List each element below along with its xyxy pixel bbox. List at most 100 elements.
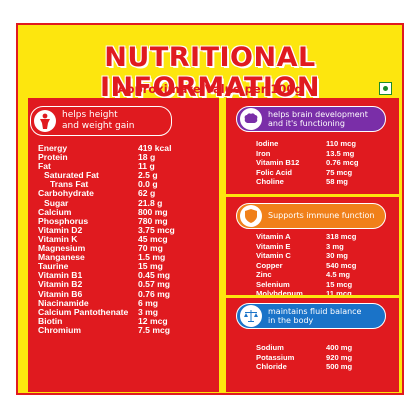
nutrient-name: Carbohydrate	[38, 188, 94, 199]
nutrient-value: 11 mcg	[326, 289, 352, 298]
nutrient-row: Phosphorus 780 mg	[38, 215, 213, 226]
nutrient-row: Manganese 1.5 mg	[38, 252, 213, 263]
nutrient-name: Zinc	[256, 270, 272, 279]
nutrient-name: Protein	[38, 152, 68, 163]
nutrient-row: Sugar 21.8 g	[38, 197, 213, 208]
nutrient-value: 18 g	[138, 152, 156, 163]
shield-icon	[240, 205, 262, 227]
immune-badge: Supports immune function	[236, 203, 386, 229]
nutrient-row: Vitamin A 318 mcg	[256, 232, 396, 242]
height-weight-label: helps height and weight gain	[62, 110, 135, 131]
height-weight-section: helps height and weight gain Energy 419 k…	[28, 98, 219, 392]
nutrient-row: Niacinamide 6 mg	[38, 297, 213, 308]
nutrient-name: Biotin	[38, 315, 63, 326]
nutrient-name: Calcium	[38, 206, 72, 217]
child-growth-icon	[34, 110, 56, 132]
nutrient-row: Vitamin E 3 mg	[256, 242, 396, 252]
nutrient-value: 21.8 g	[138, 197, 163, 208]
nutrient-value: 1.5 mg	[138, 252, 166, 263]
nutrient-name: Manganese	[38, 252, 85, 263]
nutrient-value: 15 mcg	[326, 279, 353, 289]
nutrient-value: 0.0 g	[138, 179, 158, 190]
nutrient-row: Vitamin B1 0.45 mg	[38, 271, 213, 280]
nutrient-value: 3 mg	[326, 241, 344, 251]
nutrient-row: Vitamin B6 0.76 mg	[38, 288, 213, 299]
nutrient-name: Phosphorus	[38, 215, 89, 226]
nutrient-value: 3.75 mcg	[138, 224, 175, 235]
nutrient-name: Magnesium	[38, 243, 86, 254]
brain-icon	[240, 108, 262, 130]
nutrient-row: Copper 540 mcg	[256, 261, 396, 271]
nutrient-row: Vitamin D2 3.75 mcg	[38, 224, 213, 235]
nutrient-value: 0.76 mcg	[326, 158, 359, 167]
nutrient-value: 2.5 g	[138, 170, 158, 181]
nutrient-row: Vitamin B12 0.76 mcg	[256, 158, 396, 168]
nutrient-value: 780 mg	[138, 215, 168, 226]
nutrient-row: Calcium Pantothenate 3 mg	[38, 306, 213, 317]
nutrient-name: Chloride	[256, 362, 287, 371]
nutrient-name: Copper	[256, 260, 283, 270]
nutrient-name: Saturated Fat	[44, 170, 99, 181]
nutrient-row: Magnesium 70 mg	[38, 243, 213, 254]
nutrient-name: Vitamin B6	[38, 288, 83, 299]
nutrient-row: Vitamin K 45 mcg	[38, 233, 213, 244]
section-divider	[226, 194, 399, 197]
nutrient-row: Chloride 500 mg	[256, 362, 396, 372]
nutrient-value: 6 mg	[138, 297, 159, 308]
nutrient-value: 800 mg	[138, 206, 168, 217]
nutrient-row: Calcium 800 mg	[38, 206, 213, 217]
nutrient-value: 11 g	[138, 161, 155, 172]
immune-table: Vitamin A 318 mcg Vitamin E 3 mg Vitamin C 30…	[256, 232, 396, 299]
brain-label: helps brain development and it's functio…	[268, 109, 368, 129]
nutrient-row: Iron 13.5 mg	[256, 149, 396, 159]
nutrient-name: Calcium Pantothenate	[38, 306, 129, 317]
nutrient-row: Biotin 12 mcg	[38, 315, 213, 326]
balance-scale-icon	[240, 305, 262, 327]
nutrient-row: Molybdenum 11 mcg	[256, 289, 396, 299]
nutrient-name: Vitamin B1	[38, 270, 83, 281]
nutrient-row: Zinc 4.5 mg	[256, 270, 396, 280]
nutrient-value: 0.76 mg	[138, 288, 171, 299]
nutrient-name: Vitamin A	[256, 232, 291, 241]
nutrient-name: Sugar	[44, 197, 69, 208]
nutrient-value: 540 mcg	[326, 260, 357, 270]
nutrient-name: Vitamin C	[256, 251, 291, 260]
nutrient-value: 62 g	[138, 188, 156, 199]
nutrient-value: 7.5 mcg	[138, 324, 171, 335]
nutrient-name: Vitamin K	[38, 233, 78, 244]
nutrient-value: 500 mg	[326, 362, 353, 371]
nutrient-value: 419 kcal	[138, 143, 172, 153]
nutrient-name: Molybdenum	[256, 289, 303, 298]
nutrient-row: Folic Acid 75 mcg	[256, 168, 396, 178]
nutrient-row: Iodine 110 mcg	[256, 139, 396, 149]
nutrient-value: 920 mg	[326, 352, 353, 362]
fluid-label: maintains fluid balance in the body	[268, 306, 362, 326]
nutrient-name: Energy	[38, 143, 68, 153]
nutrient-value: 12 mcg	[138, 315, 168, 326]
nutrient-value: 0.45 mg	[138, 270, 171, 281]
nutrient-name: Fat	[38, 161, 51, 172]
nutrient-name: Vitamin E	[256, 241, 291, 251]
nutrient-row: Fat 11 g	[38, 161, 213, 172]
nutrient-value: 400 mg	[326, 343, 353, 352]
nutrient-row: Trans Fat 0.0 g	[38, 180, 213, 189]
nutrient-name: Vitamin D2	[38, 224, 83, 235]
nutrient-value: 4.5 mg	[326, 270, 351, 279]
nutrient-value: 45 mcg	[138, 233, 168, 244]
section-divider	[226, 295, 399, 298]
nutrient-value: 0.57 mg	[138, 279, 171, 290]
fluid-table: Sodium 400 mg Potassium 920 mg Chloride 500 m…	[256, 343, 396, 372]
nutrient-value: 110 mcg	[326, 139, 356, 148]
page-title: NUTRITIONAL INFORMATION	[99, 42, 320, 103]
nutrient-row: Selenium 15 mcg	[256, 280, 396, 290]
height-weight-badge: helps height and weight gain	[30, 106, 172, 136]
nutrient-name: Folic Acid	[256, 167, 293, 177]
nutrient-row: Taurine 15 mg	[38, 262, 213, 271]
nutrient-name: Trans Fat	[50, 179, 89, 190]
brain-table: Iodine 110 mcg Iron 13.5 mg Vitamin B12 0.76 …	[256, 139, 396, 187]
nutrient-value: 70 mg	[138, 243, 163, 254]
nutrient-name: Selenium	[256, 279, 290, 289]
nutrient-value: 58 mg	[326, 177, 348, 186]
nutrient-value: 15 mg	[138, 261, 163, 272]
nutrient-name: Taurine	[38, 261, 69, 272]
